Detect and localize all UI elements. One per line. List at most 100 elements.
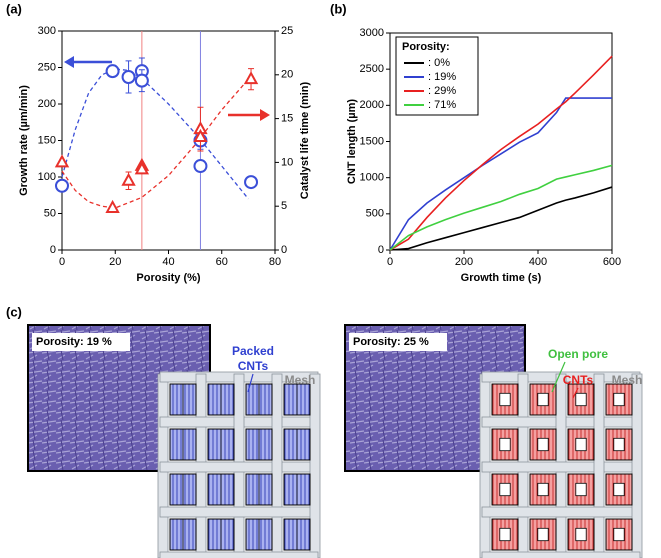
cnt-label: CNTs: [563, 373, 594, 387]
open-pore: [613, 482, 625, 497]
legend-entry: : 29%: [428, 85, 456, 97]
cnt-cell: [529, 428, 557, 461]
line: [389, 186, 613, 251]
open-pore: [499, 527, 511, 542]
mesh-wire: [481, 551, 641, 558]
legend-entry: : 19%: [428, 71, 456, 83]
point: [121, 172, 136, 186]
x-axis-label: Growth time (s): [461, 272, 542, 284]
x-tick-label: 60: [216, 256, 228, 268]
mesh-wire: [159, 551, 319, 558]
x-tick-label: 200: [455, 256, 473, 268]
panel-label: (b): [330, 1, 347, 16]
open-pore: [613, 437, 625, 452]
line: [389, 55, 613, 251]
y-tick-label: 2500: [360, 63, 384, 75]
y2-tick-label: 15: [281, 113, 293, 125]
x-tick-label: 0: [59, 256, 65, 268]
point: [54, 154, 70, 168]
point: [121, 69, 136, 84]
cnt-cell: [567, 473, 595, 506]
mesh-wire: [271, 373, 283, 558]
point: [134, 73, 149, 88]
porosity-label: Porosity: 19 %: [36, 336, 112, 348]
point: [55, 178, 69, 193]
axis-arrow-head: [64, 56, 74, 68]
open-pore: [499, 482, 511, 497]
mesh-label: Mesh: [612, 373, 643, 387]
fit-curve: [61, 68, 249, 200]
legend-title: Porosity:: [402, 41, 450, 53]
point: [105, 199, 120, 213]
y-tick-label: 100: [38, 171, 56, 183]
y-tick-label: 0: [50, 244, 56, 256]
mesh-diagram: [157, 371, 321, 558]
point: [193, 159, 208, 174]
legend-entry: : 0%: [428, 57, 450, 69]
mesh-label: Mesh: [285, 373, 316, 387]
open-pore: [499, 437, 511, 452]
open-pore: [499, 392, 511, 407]
x-tick-label: 40: [162, 256, 174, 268]
y-tick-label: 50: [44, 207, 56, 219]
y-tick-label: 250: [38, 61, 56, 73]
cnt-label: Packed: [232, 344, 274, 358]
mesh-wire: [481, 506, 641, 518]
open-pore: [575, 527, 587, 542]
y-tick-label: 150: [38, 134, 56, 146]
open-pore: [575, 392, 587, 407]
open-pore: [537, 392, 549, 407]
cnt-cell: [491, 518, 519, 551]
open-pore: [613, 527, 625, 542]
y2-tick-label: 0: [281, 244, 287, 256]
legend-entry: : 71%: [428, 99, 456, 111]
mesh-wire: [481, 461, 641, 473]
axis-arrow-head: [260, 109, 270, 121]
point: [243, 71, 259, 85]
y2-tick-label: 20: [281, 69, 293, 81]
panel-c: Porosity: 19 % Porosity: 25 %: [27, 324, 526, 472]
mesh-wire: [159, 461, 319, 473]
y-tick-label: 200: [38, 98, 56, 110]
open-pore-label: Open pore: [548, 347, 608, 361]
x-tick-label: 600: [603, 256, 621, 268]
line: [389, 97, 612, 251]
fit-curve: [61, 78, 249, 209]
label-box: [349, 333, 447, 351]
open-pore: [537, 482, 549, 497]
pointer: [247, 373, 254, 393]
open-pore: [613, 392, 625, 407]
open-pore: [575, 482, 587, 497]
plot-frame: [61, 30, 276, 251]
y-axis-label: CNT length (µm): [346, 99, 358, 184]
open-pore: [537, 437, 549, 452]
cnt-cell: [605, 383, 633, 416]
point: [134, 161, 150, 175]
open-pore: [575, 437, 587, 452]
y-tick-label: 1500: [360, 135, 384, 147]
y2-tick-label: 25: [281, 25, 293, 37]
mesh-wire: [159, 506, 319, 518]
mesh-wire: [593, 373, 605, 558]
point: [105, 64, 120, 79]
x-tick-label: 0: [387, 256, 393, 268]
x-tick-label: 400: [529, 256, 547, 268]
panel-c-labels: Packed CNTs Mesh Open pore CNTs Mesh: [232, 344, 642, 387]
point: [244, 175, 259, 190]
x-axis-label: Porosity (%): [136, 272, 201, 284]
pointer: [551, 361, 566, 393]
cnt-label: CNTs: [238, 359, 269, 373]
cnt-cell: [529, 383, 557, 416]
mesh-diagram: [479, 371, 643, 558]
y2-tick-label: 10: [281, 156, 293, 168]
point: [193, 128, 208, 142]
y-tick-label: 3000: [360, 27, 384, 39]
y2-tick-label: 5: [281, 200, 287, 212]
mesh-wire: [309, 373, 321, 558]
line: [389, 164, 613, 251]
y-tick-label: 1000: [360, 172, 384, 184]
y-axis-label: Growth rate (µm/min): [18, 85, 30, 196]
porosity-label: Porosity: 25 %: [353, 336, 429, 348]
open-pore: [537, 527, 549, 542]
